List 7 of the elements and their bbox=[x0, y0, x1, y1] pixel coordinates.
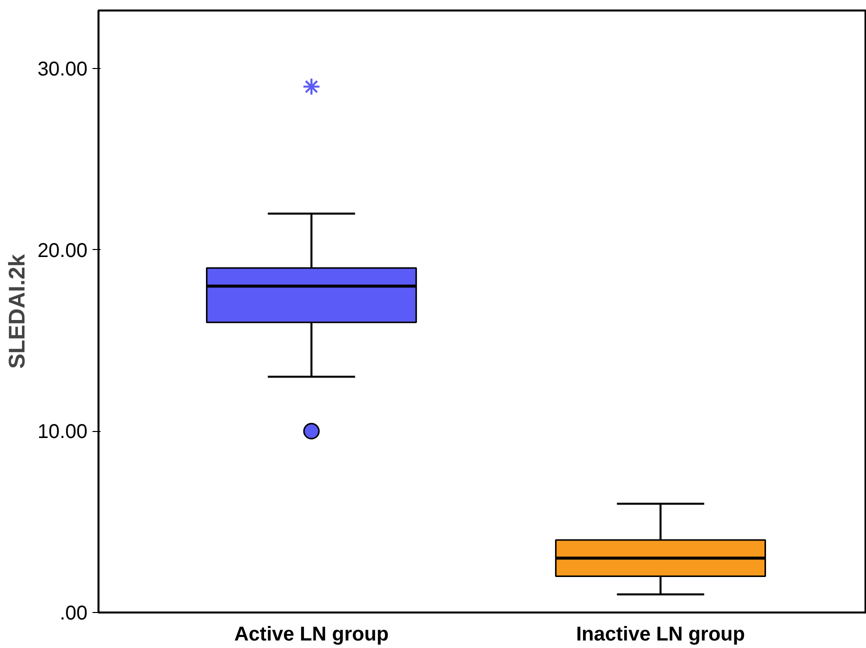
y-tick-label: 10.00 bbox=[37, 421, 88, 444]
y-tick-label: 20.00 bbox=[37, 240, 88, 262]
y-tick-label: .00 bbox=[60, 602, 88, 624]
x-tick-label: Inactive LN group bbox=[576, 624, 745, 646]
y-axis-title: SLEDAI.2k bbox=[3, 254, 30, 369]
y-tick-label: 30.00 bbox=[37, 58, 88, 81]
x-tick-label: Active LN group bbox=[234, 624, 389, 646]
